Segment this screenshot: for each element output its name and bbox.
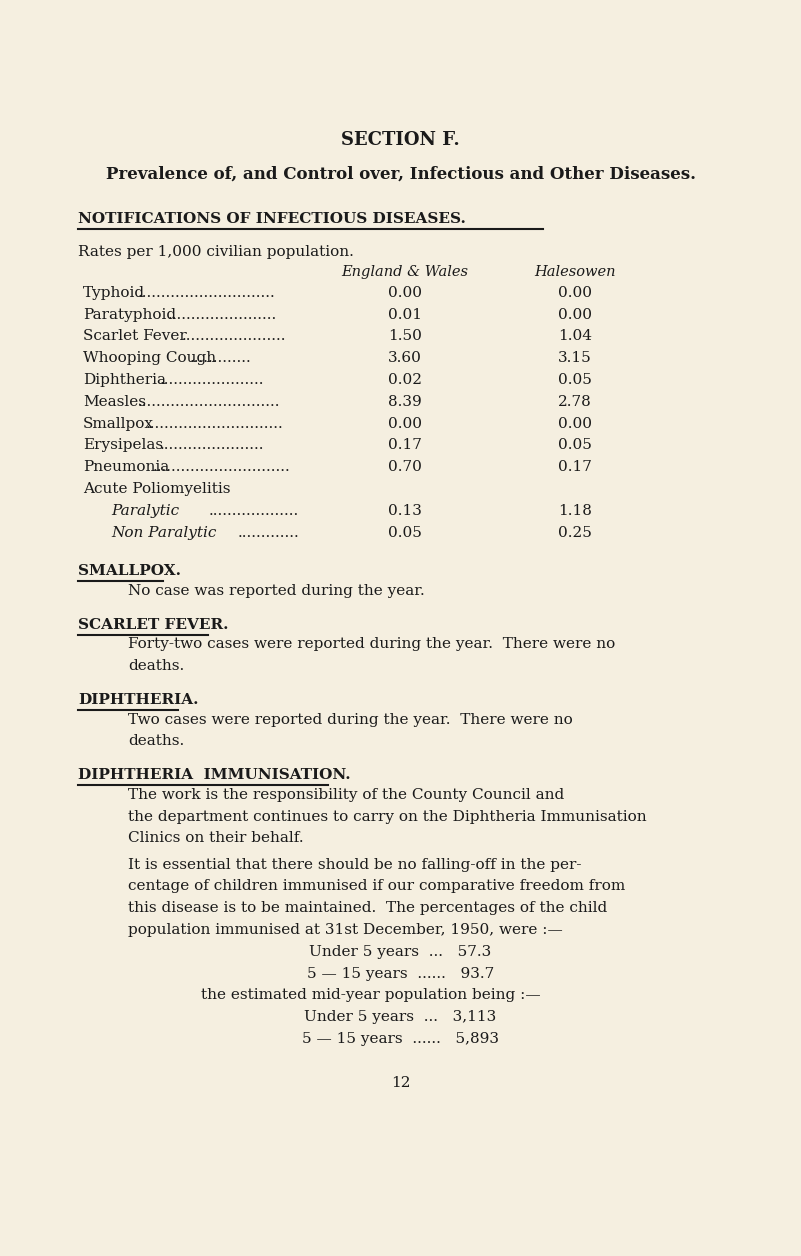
Text: .......................: ....................... bbox=[167, 308, 276, 322]
Text: 0.00: 0.00 bbox=[558, 417, 592, 431]
Text: Scarlet Fever: Scarlet Fever bbox=[83, 329, 187, 343]
Text: 0.25: 0.25 bbox=[558, 525, 592, 540]
Text: 0.17: 0.17 bbox=[388, 438, 422, 452]
Text: 3.15: 3.15 bbox=[558, 352, 592, 365]
Text: 5 — 15 years  ......   5,893: 5 — 15 years ...... 5,893 bbox=[302, 1032, 499, 1046]
Text: No case was reported during the year.: No case was reported during the year. bbox=[128, 584, 425, 598]
Text: Diphtheria: Diphtheria bbox=[83, 373, 166, 387]
Text: 8.39: 8.39 bbox=[388, 394, 422, 408]
Text: 0.02: 0.02 bbox=[388, 373, 422, 387]
Text: Paralytic: Paralytic bbox=[111, 504, 179, 517]
Text: Non Paralytic: Non Paralytic bbox=[111, 525, 216, 540]
Text: this disease is to be maintained.  The percentages of the child: this disease is to be maintained. The pe… bbox=[128, 901, 607, 916]
Text: Paratyphoid: Paratyphoid bbox=[83, 308, 176, 322]
Text: 0.00: 0.00 bbox=[558, 285, 592, 300]
Text: 0.05: 0.05 bbox=[558, 438, 592, 452]
Text: Pneumonia: Pneumonia bbox=[83, 460, 169, 474]
Text: 0.01: 0.01 bbox=[388, 308, 422, 322]
Text: Halesowen: Halesowen bbox=[534, 265, 616, 279]
Text: .............................: ............................. bbox=[146, 417, 283, 431]
Text: 0.13: 0.13 bbox=[388, 504, 422, 517]
Text: deaths.: deaths. bbox=[128, 735, 184, 749]
Text: 0.00: 0.00 bbox=[388, 417, 422, 431]
Text: England & Wales: England & Wales bbox=[341, 265, 469, 279]
Text: ......................: ...................... bbox=[182, 329, 287, 343]
Text: deaths.: deaths. bbox=[128, 659, 184, 673]
Text: .............: ............. bbox=[189, 352, 251, 365]
Text: Smallpox: Smallpox bbox=[83, 417, 154, 431]
Text: 3.60: 3.60 bbox=[388, 352, 422, 365]
Text: DIPHTHERIA  IMMUNISATION.: DIPHTHERIA IMMUNISATION. bbox=[78, 769, 351, 782]
Text: SECTION F.: SECTION F. bbox=[341, 131, 460, 149]
Text: 2.78: 2.78 bbox=[558, 394, 592, 408]
Text: .............................: ............................. bbox=[138, 285, 276, 300]
Text: Acute Poliomyelitis: Acute Poliomyelitis bbox=[83, 482, 231, 496]
Text: Rates per 1,000 civilian population.: Rates per 1,000 civilian population. bbox=[78, 245, 354, 260]
Text: population immunised at 31st December, 1950, were :—: population immunised at 31st December, 1… bbox=[128, 923, 563, 937]
Text: Whooping Cough: Whooping Cough bbox=[83, 352, 216, 365]
Text: Under 5 years  ...   57.3: Under 5 years ... 57.3 bbox=[309, 945, 492, 958]
Text: It is essential that there should be no falling-off in the per-: It is essential that there should be no … bbox=[128, 858, 582, 872]
Text: .............................: ............................. bbox=[153, 460, 291, 474]
Text: 12: 12 bbox=[391, 1076, 410, 1090]
Text: ...................: ................... bbox=[209, 504, 299, 517]
Text: ..............................: .............................. bbox=[138, 394, 280, 408]
Text: 1.18: 1.18 bbox=[558, 504, 592, 517]
Text: .............: ............. bbox=[238, 525, 300, 540]
Text: ......................: ...................... bbox=[160, 438, 264, 452]
Text: 0.00: 0.00 bbox=[388, 285, 422, 300]
Text: 0.05: 0.05 bbox=[558, 373, 592, 387]
Text: 5 — 15 years  ......   93.7: 5 — 15 years ...... 93.7 bbox=[307, 967, 494, 981]
Text: 1.50: 1.50 bbox=[388, 329, 422, 343]
Text: DIPHTHERIA.: DIPHTHERIA. bbox=[78, 693, 199, 707]
Text: Forty-two cases were reported during the year.  There were no: Forty-two cases were reported during the… bbox=[128, 637, 615, 652]
Text: Prevalence of, and Control over, Infectious and Other Diseases.: Prevalence of, and Control over, Infecti… bbox=[106, 166, 695, 183]
Text: Measles: Measles bbox=[83, 394, 146, 408]
Text: ......................: ...................... bbox=[160, 373, 264, 387]
Text: Erysipelas: Erysipelas bbox=[83, 438, 163, 452]
Text: centage of children immunised if our comparative freedom from: centage of children immunised if our com… bbox=[128, 879, 626, 893]
Text: Clinics on their behalf.: Clinics on their behalf. bbox=[128, 831, 304, 845]
Text: 1.04: 1.04 bbox=[558, 329, 592, 343]
Text: 0.05: 0.05 bbox=[388, 525, 422, 540]
Text: NOTIFICATIONS OF INFECTIOUS DISEASES.: NOTIFICATIONS OF INFECTIOUS DISEASES. bbox=[78, 211, 466, 226]
Text: the department continues to carry on the Diphtheria Immunisation: the department continues to carry on the… bbox=[128, 810, 646, 824]
Text: The work is the responsibility of the County Council and: The work is the responsibility of the Co… bbox=[128, 788, 564, 801]
Text: 0.00: 0.00 bbox=[558, 308, 592, 322]
Text: SMALLPOX.: SMALLPOX. bbox=[78, 564, 181, 578]
Text: Typhoid: Typhoid bbox=[83, 285, 145, 300]
Text: the estimated mid-year population being :—: the estimated mid-year population being … bbox=[201, 988, 541, 1002]
Text: SCARLET FEVER.: SCARLET FEVER. bbox=[78, 618, 228, 632]
Text: Under 5 years  ...   3,113: Under 5 years ... 3,113 bbox=[304, 1010, 497, 1024]
Text: Two cases were reported during the year.  There were no: Two cases were reported during the year.… bbox=[128, 712, 573, 726]
Text: 0.17: 0.17 bbox=[558, 460, 592, 474]
Text: 0.70: 0.70 bbox=[388, 460, 422, 474]
